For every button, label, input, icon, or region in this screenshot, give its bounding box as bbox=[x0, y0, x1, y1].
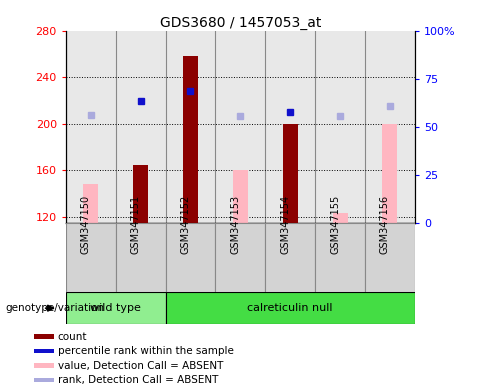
Bar bbox=[265, 223, 315, 292]
Bar bbox=[332, 214, 347, 223]
Text: GSM347154: GSM347154 bbox=[280, 195, 290, 254]
Bar bbox=[83, 184, 98, 223]
Text: GSM347156: GSM347156 bbox=[380, 195, 390, 254]
Bar bbox=[66, 293, 165, 324]
Bar bbox=[165, 31, 215, 223]
Text: rank, Detection Call = ABSENT: rank, Detection Call = ABSENT bbox=[58, 375, 218, 384]
Bar bbox=[34, 349, 54, 353]
Text: GSM347152: GSM347152 bbox=[181, 195, 190, 254]
Text: count: count bbox=[58, 332, 87, 342]
Bar bbox=[34, 334, 54, 339]
Text: calreticulin null: calreticulin null bbox=[247, 303, 333, 313]
Bar bbox=[383, 124, 397, 223]
Bar bbox=[183, 56, 198, 223]
Bar bbox=[215, 223, 265, 292]
Bar bbox=[283, 124, 298, 223]
Text: GSM347153: GSM347153 bbox=[230, 195, 241, 254]
Bar bbox=[165, 223, 215, 292]
Bar bbox=[365, 223, 415, 292]
Bar bbox=[265, 31, 315, 223]
Bar bbox=[365, 31, 415, 223]
Text: GSM347150: GSM347150 bbox=[81, 195, 91, 254]
Bar bbox=[34, 363, 54, 368]
Bar bbox=[315, 31, 365, 223]
Bar bbox=[315, 223, 365, 292]
Text: genotype/variation: genotype/variation bbox=[5, 303, 104, 313]
Text: value, Detection Call = ABSENT: value, Detection Call = ABSENT bbox=[58, 361, 223, 371]
Text: GSM347151: GSM347151 bbox=[131, 195, 141, 254]
Text: percentile rank within the sample: percentile rank within the sample bbox=[58, 346, 234, 356]
Bar bbox=[133, 164, 148, 223]
Bar bbox=[215, 31, 265, 223]
Title: GDS3680 / 1457053_at: GDS3680 / 1457053_at bbox=[160, 16, 321, 30]
Bar bbox=[66, 223, 116, 292]
Text: GSM347155: GSM347155 bbox=[330, 195, 340, 254]
Bar bbox=[66, 31, 116, 223]
Bar bbox=[116, 31, 165, 223]
Bar bbox=[233, 170, 248, 223]
Bar bbox=[34, 378, 54, 382]
Bar bbox=[116, 223, 165, 292]
Text: wild type: wild type bbox=[90, 303, 141, 313]
Bar bbox=[165, 293, 415, 324]
